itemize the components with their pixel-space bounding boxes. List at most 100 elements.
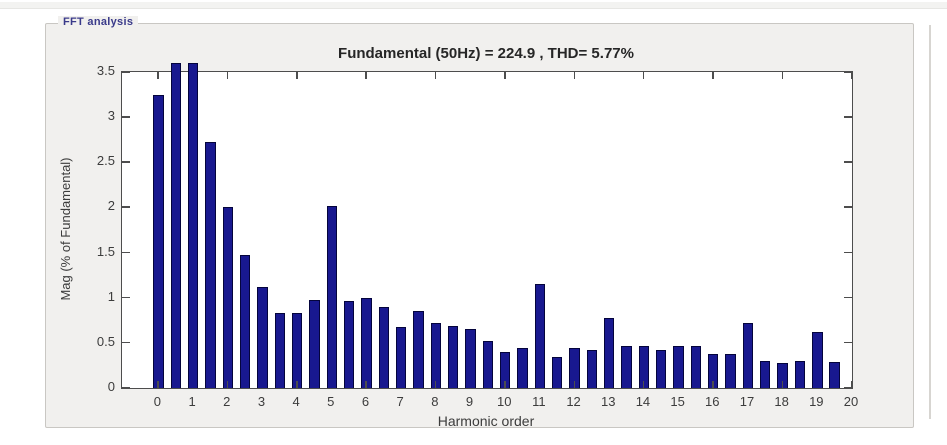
x-tick-label: 13	[601, 394, 616, 409]
bar	[760, 360, 771, 388]
adjacent-panel-border	[929, 25, 931, 419]
x-tick	[226, 381, 229, 388]
y-tick-label: 0	[107, 379, 115, 394]
plot-area	[121, 62, 853, 389]
y-tick-label: 2.5	[96, 153, 115, 169]
y-tick	[844, 387, 852, 389]
x-tick-label: 19	[809, 394, 824, 409]
x-tick-label: 11	[532, 394, 546, 409]
y-tick	[122, 251, 130, 254]
y-tick	[122, 206, 130, 208]
x-tick	[573, 381, 576, 388]
bar	[794, 360, 806, 388]
x-tick	[504, 72, 506, 79]
y-tick-label: 1.5	[96, 243, 115, 259]
x-tick-label: 6	[361, 394, 370, 409]
y-tick	[844, 296, 852, 299]
bar	[621, 346, 632, 388]
x-tick-label: 5	[327, 394, 335, 409]
y-tick	[844, 251, 852, 254]
y-tick-label: 0.5	[96, 333, 115, 349]
x-tick	[642, 381, 645, 388]
y-axis-label: Mag (% of Fundamental)	[58, 157, 73, 301]
bar	[291, 313, 303, 388]
bar	[413, 311, 424, 388]
y-tick-label: 1	[107, 288, 115, 304]
bar	[482, 341, 494, 388]
y-tick	[122, 296, 130, 299]
x-tick-label: 16	[705, 394, 720, 409]
y-tick	[844, 341, 852, 344]
bar	[222, 206, 233, 388]
bar	[742, 323, 754, 388]
x-tick	[504, 381, 506, 388]
bar	[274, 313, 285, 388]
y-tick-label: 3	[107, 108, 115, 124]
bar	[187, 62, 199, 388]
x-tick	[781, 381, 784, 388]
x-tick	[712, 381, 714, 388]
x-tick	[296, 381, 298, 388]
x-tick-label: 0	[153, 394, 162, 409]
bar	[673, 345, 684, 388]
bar	[586, 350, 598, 388]
bar	[777, 362, 788, 388]
window-top-edge	[0, 2, 947, 9]
x-tick-label: 20	[843, 394, 859, 409]
bar	[378, 306, 390, 388]
fft-bar-chart: Fundamental (50Hz) = 224.9 , THD= 5.77% …	[46, 24, 913, 429]
bar	[517, 348, 528, 388]
y-tick-label: 3.5	[96, 63, 115, 78]
x-tick-label: 9	[465, 394, 474, 409]
x-tick	[365, 381, 367, 388]
y-tick	[122, 161, 130, 163]
x-tick	[642, 72, 645, 79]
y-tick	[122, 116, 130, 118]
bar	[430, 323, 442, 388]
x-tick	[157, 381, 159, 388]
x-tick	[434, 381, 437, 388]
bar	[343, 301, 355, 388]
bar	[500, 351, 511, 388]
bar	[309, 300, 320, 388]
bar	[725, 353, 736, 388]
x-tick-label: 1	[188, 394, 196, 409]
x-tick	[226, 72, 229, 79]
bar	[395, 326, 407, 388]
x-tick-label: 10	[496, 394, 512, 409]
x-tick-label: 4	[292, 394, 300, 409]
bar	[170, 62, 181, 388]
x-tick-label: 18	[774, 394, 789, 409]
bar	[708, 353, 719, 388]
bar	[534, 284, 546, 388]
bar	[829, 361, 840, 388]
bar	[326, 205, 337, 388]
x-tick-label: 7	[396, 394, 404, 409]
x-axis-label: Harmonic order	[437, 413, 535, 429]
bar	[638, 345, 650, 388]
bar	[690, 345, 702, 388]
bar	[205, 142, 216, 388]
x-tick	[851, 72, 853, 79]
x-tick-label: 2	[223, 394, 231, 409]
x-tick-label: 3	[257, 394, 266, 409]
bar	[552, 357, 563, 388]
x-tick-label: 8	[431, 394, 439, 409]
bar	[812, 332, 823, 388]
bar	[604, 317, 615, 388]
bar	[361, 297, 372, 388]
chart-title: Fundamental (50Hz) = 224.9 , THD= 5.77%	[338, 45, 634, 62]
bar	[465, 329, 476, 388]
bar	[153, 95, 164, 388]
fft-analysis-groupbox: FFT analysis Fundamental (50Hz) = 224.9 …	[45, 16, 914, 429]
bar	[656, 350, 667, 388]
x-tick	[712, 72, 714, 79]
x-tick-label: 14	[635, 394, 651, 409]
groupbox-title: FFT analysis	[58, 16, 139, 28]
y-tick	[122, 387, 130, 389]
y-tick	[122, 341, 130, 344]
bar	[569, 348, 580, 388]
bar	[257, 286, 268, 388]
x-tick-label: 17	[739, 394, 755, 409]
x-tick-label: 15	[670, 394, 685, 409]
